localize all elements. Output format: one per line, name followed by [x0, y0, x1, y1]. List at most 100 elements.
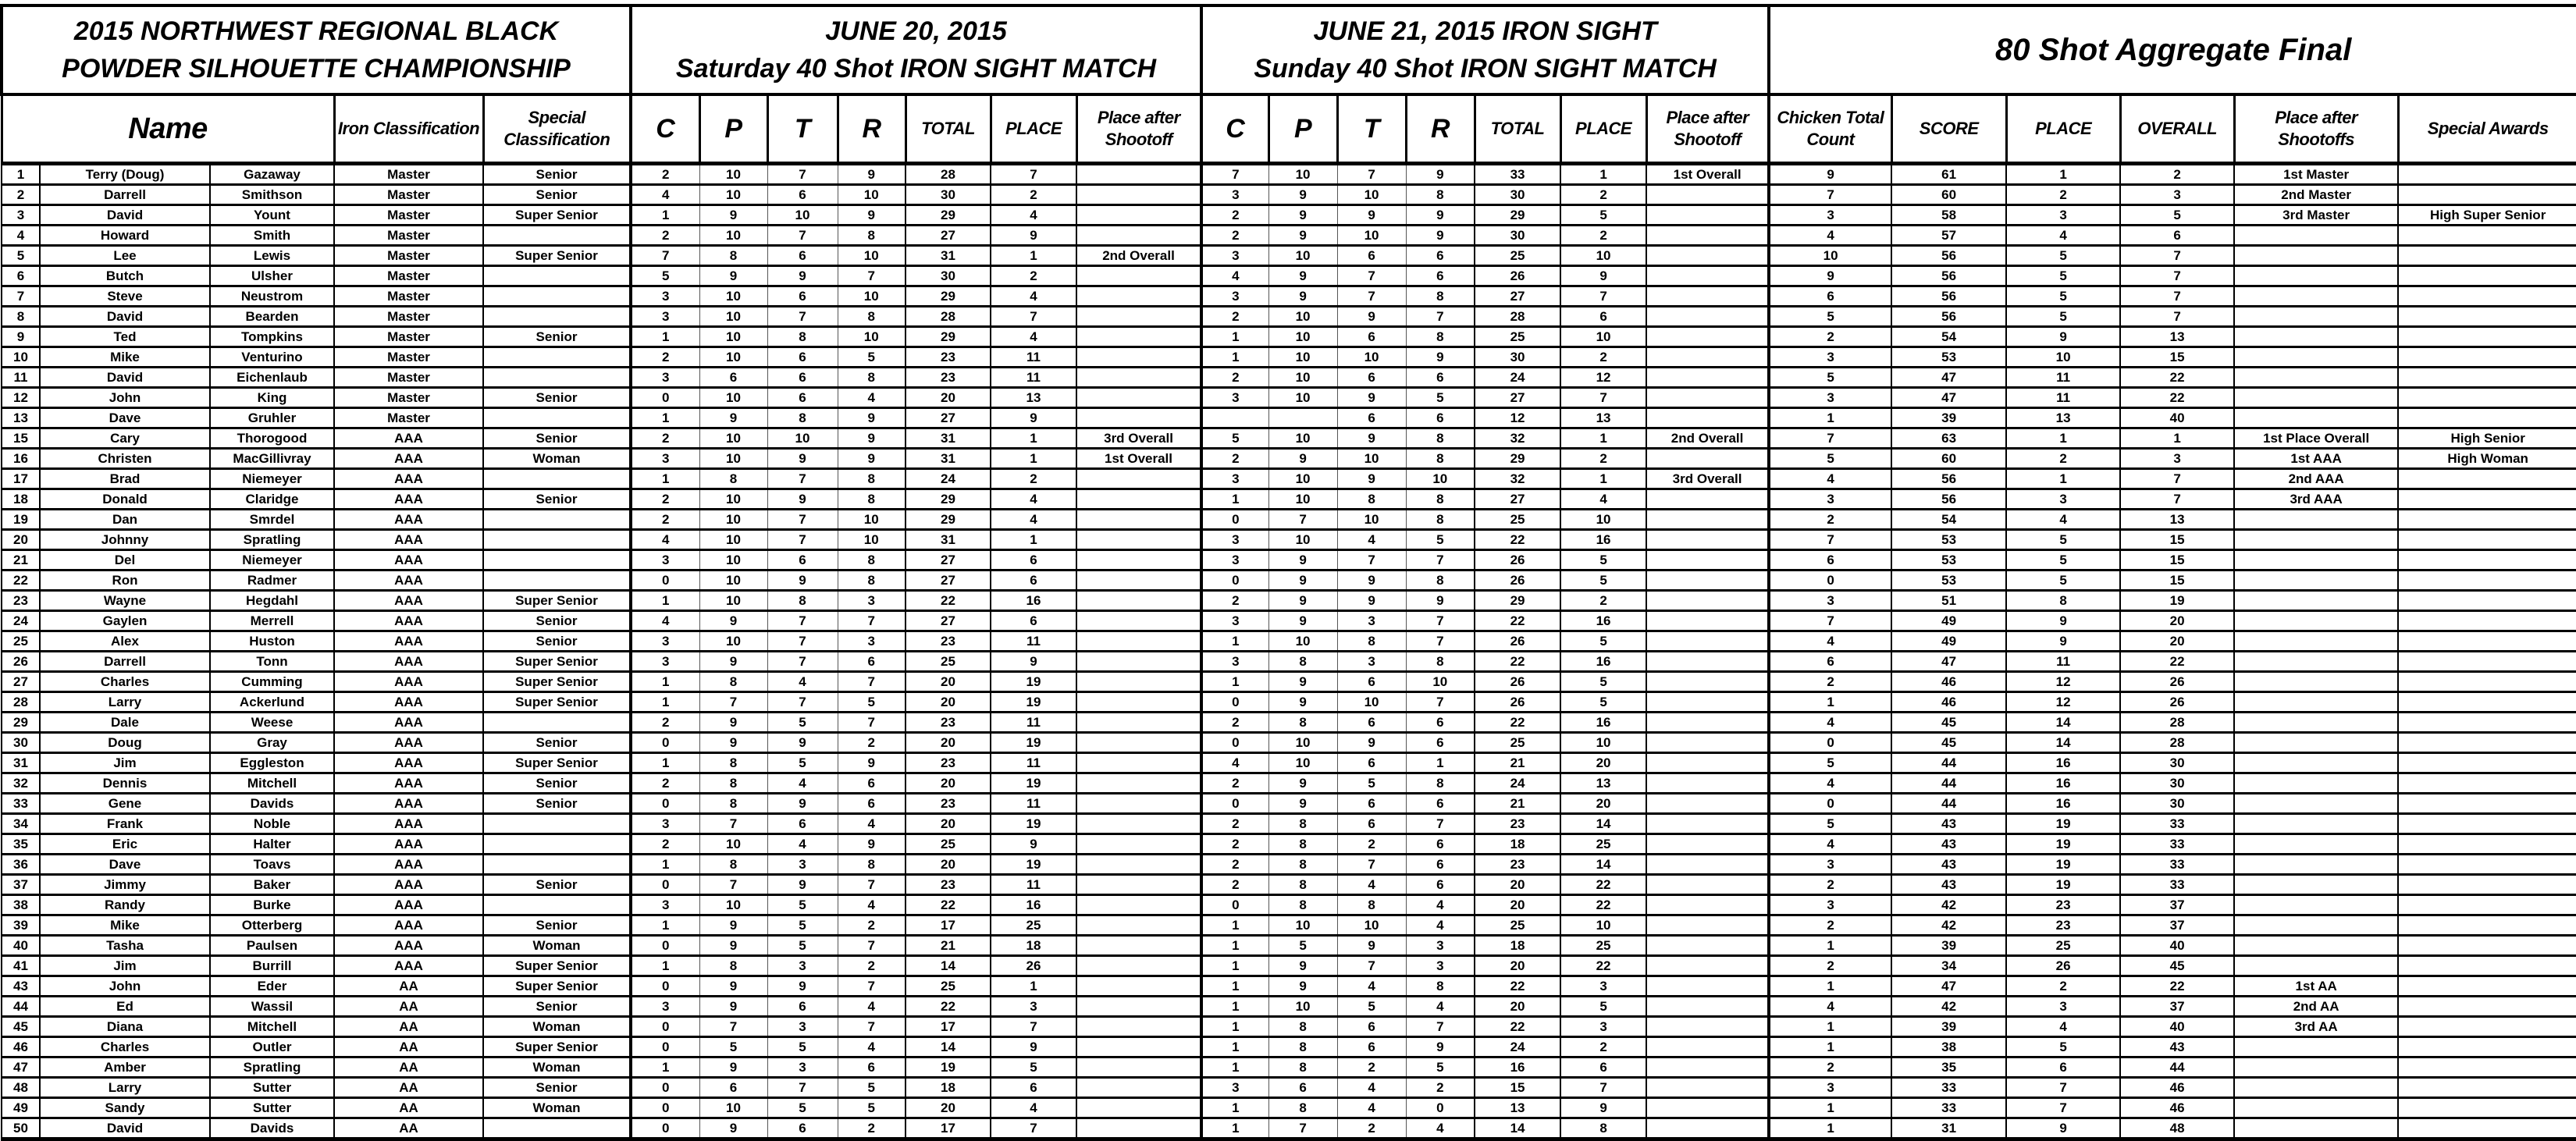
- day2-t: 5: [1336, 772, 1407, 794]
- place-after-shootoffs: 3rd AAA: [2233, 488, 2400, 510]
- special-classification: [482, 265, 632, 287]
- place-after-shootoffs: [2233, 508, 2400, 531]
- day1-t: 6: [767, 812, 838, 835]
- place-after-shootoffs: [2233, 691, 2400, 713]
- day2-c: 3: [1200, 183, 1269, 206]
- aggregate-score: 58: [1891, 204, 2008, 226]
- day1-p: 6: [699, 1076, 768, 1099]
- day2-p: 9: [1268, 204, 1338, 226]
- aggregate-score: 57: [1891, 224, 2008, 247]
- day1-p: 10: [699, 305, 768, 328]
- day1-c: 0: [629, 1117, 700, 1141]
- shooter-number: 8: [1, 305, 41, 328]
- special-award: [2397, 224, 2576, 247]
- day2-r: 6: [1405, 833, 1475, 855]
- day1-place-after-shootoff: 3rd Overall: [1075, 427, 1203, 450]
- chicken-total-count: 4: [1767, 467, 1893, 490]
- aggregate-overall: 30: [2119, 792, 2236, 815]
- first-name: Gene: [39, 792, 211, 815]
- day2-total: 29: [1474, 204, 1562, 226]
- last-name: Sutter: [209, 1076, 335, 1099]
- header-day1-place-after-shootoff: Place after Shootoff: [1075, 94, 1203, 165]
- day1-total: 23: [905, 873, 991, 896]
- day1-place: 19: [990, 731, 1077, 754]
- special-classification: [482, 366, 632, 389]
- day2-place: 22: [1560, 954, 1648, 977]
- iron-classification: Master: [333, 305, 484, 328]
- iron-classification: Master: [333, 162, 484, 186]
- day2-place-after-shootoff: [1646, 711, 1770, 734]
- day2-place: 5: [1560, 569, 1648, 592]
- last-name: Sutter: [209, 1097, 335, 1119]
- day2-t: 5: [1336, 995, 1407, 1018]
- day1-t: 3: [767, 1015, 838, 1038]
- day1-t: 7: [767, 630, 838, 652]
- special-award: [2397, 285, 2576, 307]
- aggregate-overall: 37: [2119, 894, 2236, 916]
- last-name: Tonn: [209, 650, 335, 673]
- chicken-total-count: 3: [1767, 204, 1893, 226]
- iron-classification: AAA: [333, 610, 484, 632]
- table-row: 44 Ed Wassil AA Senior 3 9 6 4 22 3 1 10 5 4 20 5 4 42 3 37 2…: [1, 995, 2576, 1018]
- day2-place: 1: [1560, 467, 1648, 490]
- aggregate-overall: 7: [2119, 285, 2236, 307]
- day2-c: 7: [1200, 162, 1269, 186]
- day2-c: 1: [1200, 670, 1269, 693]
- day2-place-after-shootoff: [1646, 325, 1770, 348]
- day1-c: 4: [629, 610, 700, 632]
- shooter-number: 20: [1, 528, 41, 551]
- place-after-shootoffs: [2233, 812, 2400, 835]
- day1-place: 9: [990, 833, 1077, 855]
- day1-c: 3: [629, 650, 700, 673]
- aggregate-overall: 40: [2119, 407, 2236, 429]
- table-row: 11 David Eichenlaub Master 3 6 6 8 23 11 2 10 6 6 24 12…: [1, 366, 2576, 389]
- special-award: [2397, 670, 2576, 693]
- special-classification: Super Senior: [482, 691, 632, 713]
- day1-t: 3: [767, 954, 838, 977]
- day2-place-after-shootoff: [1646, 1036, 1770, 1058]
- day1-t: 5: [767, 914, 838, 937]
- special-classification: Senior: [482, 914, 632, 937]
- special-award: [2397, 1036, 2576, 1058]
- day2-p: 9: [1268, 569, 1338, 592]
- day2-c: 3: [1200, 1076, 1269, 1099]
- place-after-shootoffs: [2233, 1097, 2400, 1119]
- aggregate-score: 53: [1891, 549, 2008, 571]
- day2-place: 3: [1560, 975, 1648, 997]
- first-name: Mike: [39, 346, 211, 368]
- first-name: Doug: [39, 731, 211, 754]
- day2-place-after-shootoff: 2nd Overall: [1646, 427, 1770, 450]
- aggregate-overall: 15: [2119, 569, 2236, 592]
- place-after-shootoffs: [2233, 325, 2400, 348]
- day2-total: 23: [1474, 853, 1562, 876]
- day1-r: 6: [837, 1056, 906, 1079]
- day1-c: 2: [629, 427, 700, 450]
- day2-place: 10: [1560, 508, 1648, 531]
- table-row: 2 Darrell Smithson Master Senior 4 10 6 10 30 2 3 9 1…: [1, 183, 2576, 206]
- day2-place: 12: [1560, 366, 1648, 389]
- aggregate-score: 53: [1891, 528, 2008, 551]
- day2-place-after-shootoff: [1646, 975, 1770, 997]
- day2-r: 9: [1405, 204, 1475, 226]
- last-name: Hegdahl: [209, 589, 335, 612]
- aggregate-score: 39: [1891, 407, 2008, 429]
- special-award: [2397, 589, 2576, 612]
- table-row: 29 Dale Weese AAA 2 9 5 7 23 11 2 8 6 6 22 16 4 45 14 28: [1, 711, 2576, 734]
- day1-c: 1: [629, 1056, 700, 1079]
- day2-p: 8: [1268, 894, 1338, 916]
- day2-p: 10: [1268, 162, 1338, 186]
- special-classification: Senior: [482, 427, 632, 450]
- day2-place: 25: [1560, 934, 1648, 957]
- day1-p: 8: [699, 792, 768, 815]
- special-award: [2397, 691, 2576, 713]
- day1-c: 1: [629, 407, 700, 429]
- shooter-number: 31: [1, 752, 41, 774]
- day1-place-after-shootoff: [1075, 812, 1203, 835]
- shooter-number: 17: [1, 467, 41, 490]
- day2-p: 10: [1268, 427, 1338, 450]
- shooter-number: 12: [1, 386, 41, 409]
- first-name: Christen: [39, 447, 211, 470]
- day1-place: 4: [990, 204, 1077, 226]
- aggregate-overall: 7: [2119, 467, 2236, 490]
- day1-place: 16: [990, 589, 1077, 612]
